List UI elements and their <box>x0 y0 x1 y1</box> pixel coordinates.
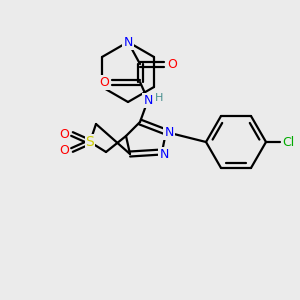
Text: N: N <box>123 35 133 49</box>
Text: O: O <box>99 76 109 88</box>
Text: O: O <box>167 58 177 70</box>
Text: N: N <box>159 148 169 160</box>
Text: N: N <box>143 94 153 106</box>
Text: N: N <box>164 125 174 139</box>
Text: O: O <box>59 128 69 140</box>
Text: H: H <box>155 93 163 103</box>
Text: S: S <box>85 135 94 149</box>
Text: O: O <box>59 143 69 157</box>
Text: Cl: Cl <box>282 136 294 148</box>
